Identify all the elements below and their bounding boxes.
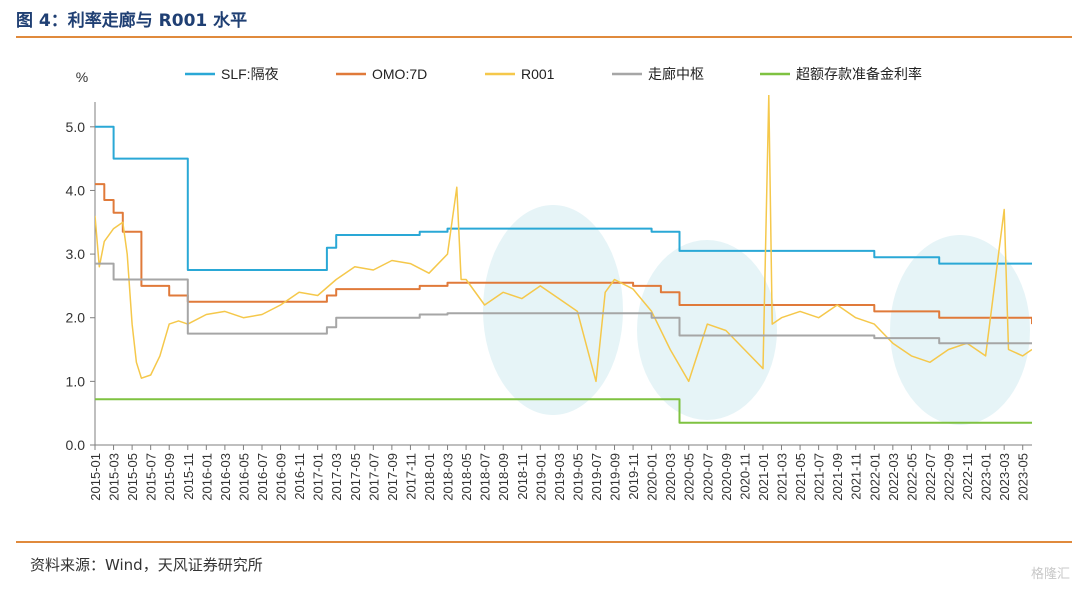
x-tick-label: 2020-01	[645, 453, 660, 501]
x-tick-label: 2021-01	[756, 453, 771, 501]
x-tick-label: 2015-09	[162, 453, 177, 501]
y-tick-label: 1.0	[66, 373, 86, 389]
y-tick-label: 0.0	[66, 437, 86, 453]
y-tick-label: 4.0	[66, 182, 86, 198]
x-tick-label: 2020-09	[719, 453, 734, 501]
x-tick-label: 2020-11	[737, 453, 752, 500]
x-tick-label: 2019-11	[626, 453, 641, 500]
legend-label-0: SLF:隔夜	[221, 66, 279, 82]
x-tick-label: 2021-07	[812, 453, 827, 501]
y-tick-label: 2.0	[66, 310, 86, 326]
x-tick-label: 2015-11	[181, 453, 196, 500]
x-tick-label: 2023-05	[1016, 453, 1031, 501]
source-note: 资料来源：Wind，天风证券研究所	[30, 556, 263, 574]
x-tick-label: 2020-07	[700, 453, 715, 501]
x-tick-label: 2022-11	[960, 453, 975, 500]
x-tick-label: 2023-03	[997, 453, 1012, 501]
x-tick-label: 2017-07	[366, 453, 381, 501]
footer-divider	[16, 541, 1072, 543]
line-chart: % 0.01.02.03.04.05.0 2015-01 2015-03 2015-…	[66, 66, 1032, 501]
x-tick-label: 2015-07	[144, 453, 159, 501]
x-tick-label: 2018-09	[496, 453, 511, 501]
legend-label-3: 走廊中枢	[648, 66, 704, 82]
x-tick-label: 2020-05	[682, 453, 697, 501]
x-tick-label: 2018-07	[478, 453, 493, 501]
legend-label-1: OMO:7D	[372, 66, 427, 82]
x-tick-label: 2015-03	[107, 453, 122, 501]
x-tick-label: 2021-11	[849, 453, 864, 500]
legend-label-4: 超额存款准备金利率	[796, 66, 922, 82]
x-tick-label: 2016-03	[218, 453, 233, 501]
y-axis-unit: %	[76, 69, 88, 85]
x-tick-label: 2018-11	[515, 453, 530, 500]
legend: SLF:隔夜 OMO:7D R001 走廊中枢 超额存款准备金利率	[185, 66, 922, 82]
x-tick-label: 2017-05	[348, 453, 363, 501]
x-tick-label: 2015-01	[88, 453, 103, 501]
x-tick-label: 2018-03	[441, 453, 456, 501]
x-tick-label: 2017-09	[385, 453, 400, 501]
highlight-ellipse-2019	[483, 205, 623, 415]
y-tick-label: 5.0	[66, 119, 86, 135]
figure-title: 图 4：利率走廊与 R001 水平	[16, 11, 248, 31]
x-tick-label: 2016-09	[274, 453, 289, 501]
x-tick-label: 2019-05	[570, 453, 585, 501]
x-ticks: 2015-01 2015-03 2015-05 2015-07 2015-09 2015-…	[88, 445, 1031, 501]
x-tick-label: 2022-07	[923, 453, 938, 501]
x-tick-label: 2016-07	[255, 453, 270, 501]
x-tick-label: 2017-01	[311, 453, 326, 501]
x-tick-label: 2022-05	[904, 453, 919, 501]
x-tick-label: 2022-01	[867, 453, 882, 501]
series-line-4	[95, 398, 1032, 424]
x-tick-label: 2016-01	[199, 453, 214, 501]
y-ticks: 0.0 1.0 2.0 3.0 4.0 5.0	[66, 119, 95, 453]
y-tick-label: 3.0	[66, 246, 86, 262]
x-tick-label: 2019-09	[608, 453, 623, 501]
series-line-3	[95, 262, 1032, 345]
x-tick-label: 2016-11	[292, 453, 307, 500]
x-tick-label: 2022-03	[886, 453, 901, 501]
series-lines	[95, 95, 1032, 424]
highlight-ellipse-2020	[637, 240, 777, 420]
series-line-2	[95, 95, 1032, 383]
x-tick-label: 2019-01	[533, 453, 548, 501]
x-tick-label: 2021-05	[793, 453, 808, 501]
x-tick-label: 2019-03	[552, 453, 567, 501]
x-tick-label: 2021-09	[830, 453, 845, 501]
x-tick-label: 2017-03	[329, 453, 344, 501]
series-line-0	[95, 125, 1032, 271]
title-divider	[16, 36, 1072, 38]
x-tick-label: 2019-07	[589, 453, 604, 501]
x-tick-label: 2018-05	[459, 453, 474, 501]
series-line-1	[95, 183, 1032, 325]
x-tick-label: 2023-01	[979, 453, 994, 501]
x-tick-label: 2018-01	[422, 453, 437, 501]
x-tick-label: 2015-05	[125, 453, 140, 501]
x-tick-label: 2016-05	[236, 453, 251, 501]
watermark: 格隆汇	[1030, 567, 1070, 582]
x-tick-label: 2021-03	[775, 453, 790, 501]
legend-label-2: R001	[521, 66, 555, 82]
x-tick-label: 2020-03	[663, 453, 678, 501]
x-tick-label: 2022-09	[942, 453, 957, 501]
x-tick-label: 2017-11	[403, 453, 418, 500]
